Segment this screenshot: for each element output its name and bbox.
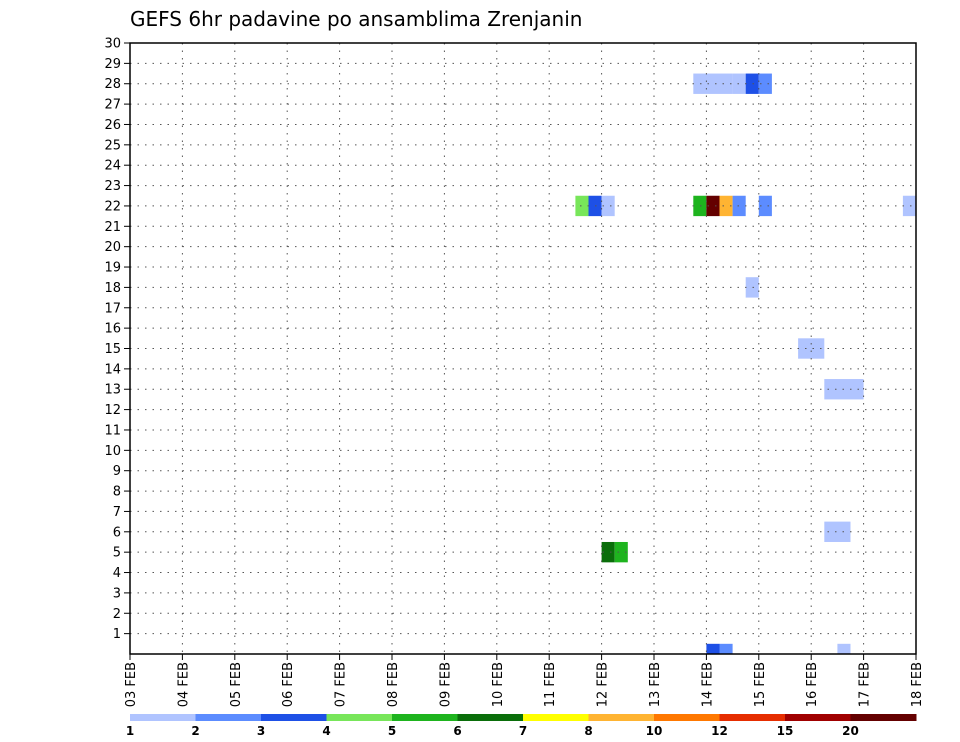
y-tick-label-22: 22 bbox=[104, 199, 121, 214]
colorbar-swatch-3 bbox=[261, 714, 327, 721]
x-axis: 03 FEB 04 FEB 05 FEB 06 FEB 07 FEB 08 FEB 09 F… bbox=[124, 654, 925, 707]
x-tick-label-12: 14 FEB bbox=[700, 662, 715, 707]
precip-cell-19 bbox=[614, 541, 628, 563]
precip-cell-17 bbox=[824, 521, 851, 542]
y-tick-label-3: 3 bbox=[113, 586, 121, 601]
x-tick-label-15: 17 FEB bbox=[858, 662, 873, 707]
y-tick-label-18: 18 bbox=[104, 281, 121, 296]
precip-cell-7 bbox=[601, 195, 615, 217]
precip-cell-20 bbox=[706, 643, 720, 654]
colorbar-swatch-4 bbox=[326, 714, 393, 721]
x-tick-label-16: 18 FEB bbox=[910, 662, 925, 707]
y-tick-label-23: 23 bbox=[104, 179, 121, 194]
colorbar-label-6: 6 bbox=[453, 724, 461, 738]
y-tick-label-9: 9 bbox=[113, 464, 121, 479]
chart-title: GEFS 6hr padavine po ansamblima Zrenjani… bbox=[130, 7, 582, 31]
y-tick-label-16: 16 bbox=[104, 322, 121, 337]
colorbar-label-3: 3 bbox=[257, 724, 265, 738]
colorbar-label-11: 15 bbox=[777, 724, 794, 738]
precip-cell-12 bbox=[758, 195, 772, 217]
colorbar-swatch-5 bbox=[392, 714, 458, 721]
colorbar-label-5: 5 bbox=[388, 724, 396, 738]
x-tick-label-13: 15 FEB bbox=[753, 662, 768, 707]
precip-cell-2 bbox=[732, 73, 746, 94]
precip-cell-13 bbox=[902, 195, 916, 217]
y-tick-label-19: 19 bbox=[104, 261, 121, 276]
y-tick-label-27: 27 bbox=[104, 98, 121, 113]
precip-cell-14 bbox=[745, 277, 759, 298]
y-tick-label-15: 15 bbox=[104, 342, 121, 357]
colorbar-label-2: 2 bbox=[191, 724, 199, 738]
colorbar: 1 2 3 4 5 6 7 8 10 12 15 20 bbox=[126, 714, 917, 738]
precip-cell-8 bbox=[693, 195, 707, 217]
colorbar-swatch-10 bbox=[719, 714, 786, 721]
precip-cell-11 bbox=[732, 195, 746, 217]
y-tick-label-5: 5 bbox=[113, 546, 121, 561]
y-tick-label-26: 26 bbox=[104, 118, 121, 133]
x-tick-label-14: 16 FEB bbox=[805, 662, 820, 707]
colorbar-swatch-7 bbox=[523, 714, 589, 721]
y-tick-label-14: 14 bbox=[104, 362, 121, 377]
precip-cell-4 bbox=[758, 73, 772, 94]
x-tick-label-2: 04 FEB bbox=[176, 662, 191, 707]
precip-cell-10 bbox=[719, 195, 733, 217]
x-tick-label-5: 07 FEB bbox=[334, 662, 349, 707]
colorbar-label-8: 8 bbox=[584, 724, 592, 738]
x-tick-label-10: 12 FEB bbox=[596, 662, 611, 707]
colorbar-swatch-8 bbox=[588, 714, 655, 721]
colorbar-label-7: 7 bbox=[519, 724, 527, 738]
grid-lines bbox=[130, 43, 916, 654]
x-tick-label-9: 11 FEB bbox=[543, 662, 558, 707]
x-tick-label-11: 13 FEB bbox=[648, 662, 663, 707]
y-tick-label-30: 30 bbox=[104, 37, 121, 52]
y-tick-label-28: 28 bbox=[104, 77, 121, 92]
x-tick-label-4: 06 FEB bbox=[281, 662, 296, 707]
y-tick-label-21: 21 bbox=[104, 220, 121, 235]
colorbar-swatch-6 bbox=[457, 714, 524, 721]
precip-cell-1 bbox=[693, 73, 733, 94]
colorbar-swatch-2 bbox=[195, 714, 262, 721]
y-tick-label-24: 24 bbox=[104, 159, 121, 174]
colorbar-swatch-12 bbox=[850, 714, 917, 721]
y-axis: 1234567891011121314151617181920212223242… bbox=[104, 37, 130, 642]
precip-cell-9 bbox=[706, 195, 720, 217]
precip-cell-3 bbox=[745, 73, 759, 94]
precipitation-cells bbox=[575, 73, 916, 654]
precip-cell-18 bbox=[601, 541, 615, 563]
x-tick-label-1: 03 FEB bbox=[124, 662, 139, 707]
y-tick-label-20: 20 bbox=[104, 240, 121, 255]
colorbar-swatch-1 bbox=[130, 714, 196, 721]
y-tick-label-17: 17 bbox=[104, 301, 121, 316]
colorbar-label-1: 1 bbox=[126, 724, 134, 738]
colorbar-label-4: 4 bbox=[322, 724, 330, 738]
y-tick-label-7: 7 bbox=[113, 505, 121, 520]
y-tick-label-29: 29 bbox=[104, 57, 121, 72]
precip-cell-21 bbox=[719, 643, 733, 654]
colorbar-label-12: 20 bbox=[842, 724, 859, 738]
y-tick-label-2: 2 bbox=[113, 607, 121, 622]
y-tick-label-4: 4 bbox=[113, 566, 121, 581]
y-tick-label-6: 6 bbox=[113, 525, 121, 540]
precip-cell-22 bbox=[837, 643, 851, 654]
x-tick-label-8: 10 FEB bbox=[491, 662, 506, 707]
y-tick-label-10: 10 bbox=[104, 444, 121, 459]
y-tick-label-12: 12 bbox=[104, 403, 121, 418]
colorbar-swatch-9 bbox=[654, 714, 720, 721]
colorbar-swatch-11 bbox=[785, 714, 851, 721]
x-tick-label-6: 08 FEB bbox=[386, 662, 401, 707]
colorbar-label-10: 12 bbox=[711, 724, 728, 738]
y-tick-label-25: 25 bbox=[104, 138, 121, 153]
y-tick-label-13: 13 bbox=[104, 383, 121, 398]
colorbar-label-9: 10 bbox=[646, 724, 663, 738]
x-tick-label-3: 05 FEB bbox=[229, 662, 244, 707]
x-tick-label-7: 09 FEB bbox=[438, 662, 453, 707]
y-tick-label-1: 1 bbox=[113, 627, 121, 642]
precip-cell-15 bbox=[798, 338, 825, 359]
y-tick-label-11: 11 bbox=[104, 423, 121, 438]
precip-cell-5 bbox=[575, 195, 589, 217]
y-tick-label-8: 8 bbox=[113, 485, 121, 500]
